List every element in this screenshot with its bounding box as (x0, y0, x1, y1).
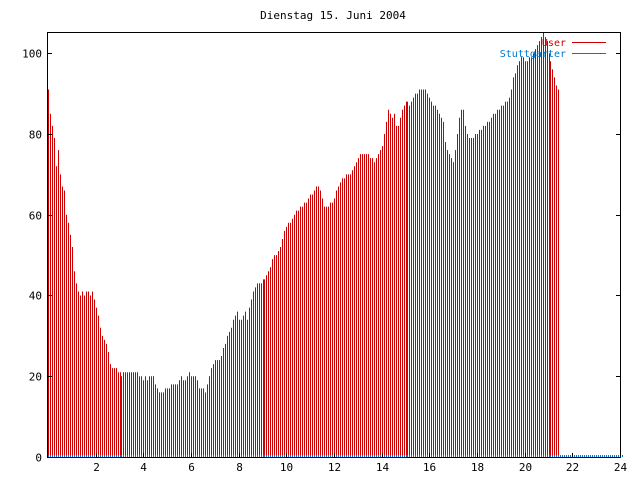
y-tick-label: 20 (29, 371, 42, 384)
x-tick-label: 2 (93, 461, 100, 474)
y-axis: 0 20 40 60 80 100 (22, 48, 620, 465)
x-tick-label: 4 (140, 461, 147, 474)
x-tick-label: 18 (471, 461, 484, 474)
bar-group (48, 33, 559, 457)
chart-title: Dienstag 15. Juni 2004 (260, 9, 406, 22)
y-tick-label: 80 (29, 129, 42, 142)
x-tick-label: 16 (423, 461, 436, 474)
y-tick-label: 40 (29, 290, 42, 303)
y-tick-label: 100 (22, 48, 42, 61)
legend-label-stuttgarter: Stuttgarter (500, 49, 566, 60)
x-tick-label: 20 (519, 461, 532, 474)
x-tick-label: 14 (376, 461, 390, 474)
x-tick-label: 22 (566, 461, 579, 474)
x-tick-label: 10 (280, 461, 293, 474)
x-tick-label: 12 (328, 461, 341, 474)
legend-label-user: User (542, 38, 566, 49)
x-tick-label: 6 (188, 461, 195, 474)
x-axis: 2 4 6 8 10 12 14 16 18 20 22 24 (93, 453, 627, 474)
x-tick-label: 24 (614, 461, 628, 474)
y-tick-label: 0 (35, 452, 42, 465)
y-tick-label: 60 (29, 210, 42, 223)
legend: User Stuttgarter (500, 38, 606, 60)
plot-frame (47, 32, 621, 458)
x-tick-label: 8 (236, 461, 243, 474)
